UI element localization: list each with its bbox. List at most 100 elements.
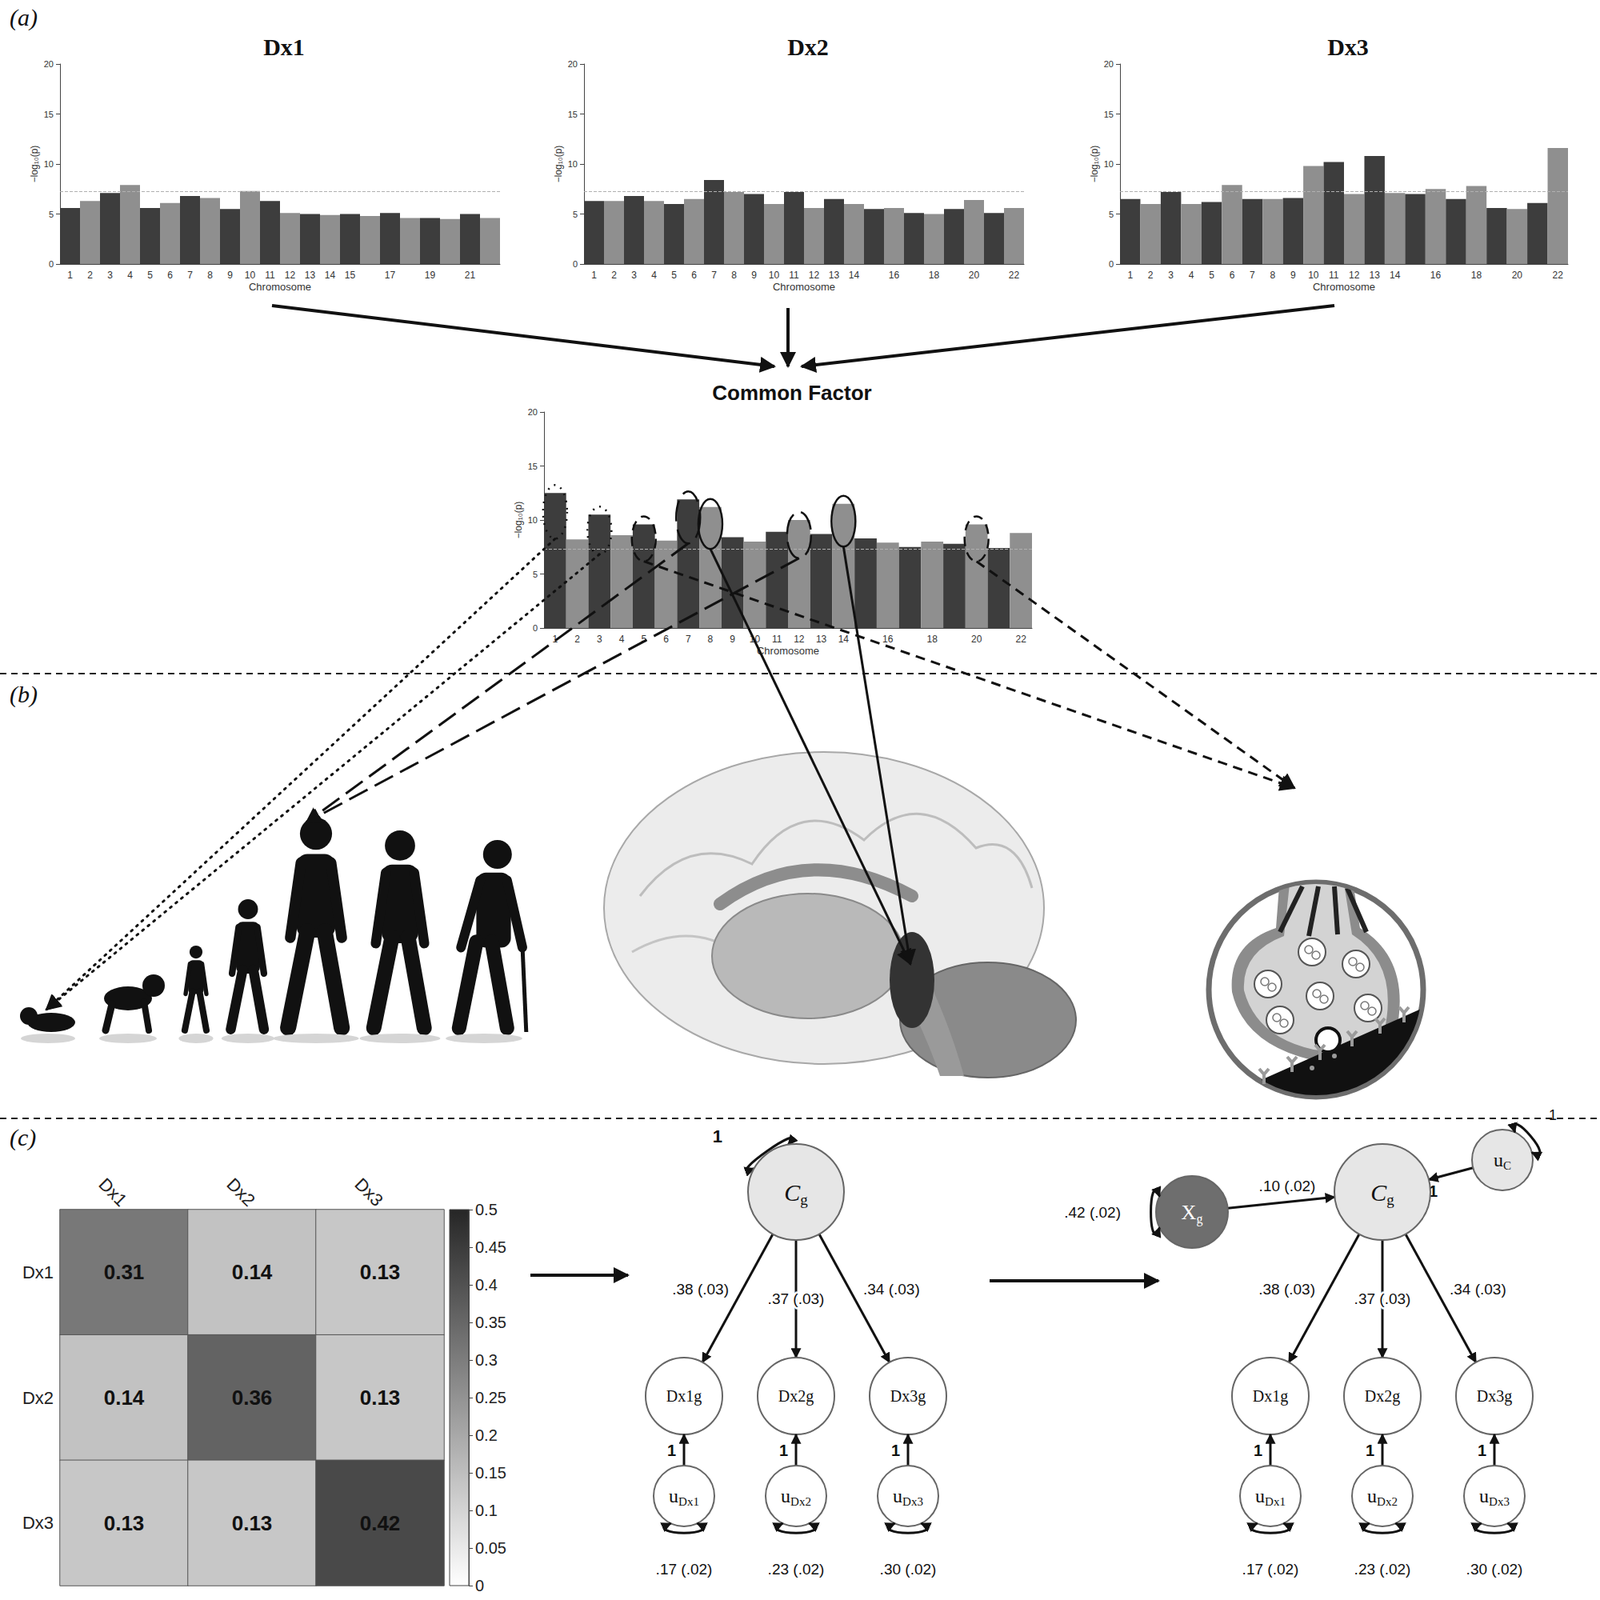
svg-text:9: 9: [227, 269, 233, 281]
svg-text:1: 1: [667, 1441, 676, 1460]
svg-text:.23 (.02): .23 (.02): [1354, 1560, 1412, 1578]
svg-text:0.42: 0.42: [360, 1511, 401, 1536]
svg-text:.34 (.03): .34 (.03): [1449, 1280, 1507, 1298]
svg-text:1: 1: [1253, 1441, 1263, 1460]
svg-text:uDx2: uDx2: [1367, 1485, 1398, 1508]
svg-text:15: 15: [1104, 109, 1114, 120]
svg-text:(a): (a): [9, 4, 38, 32]
svg-text:0.13: 0.13: [360, 1260, 401, 1284]
svg-text:Dx2: Dx2: [787, 33, 829, 60]
svg-text:10: 10: [1104, 159, 1114, 169]
svg-text:Dx3g: Dx3g: [1476, 1387, 1512, 1406]
svg-text:1: 1: [67, 269, 73, 281]
svg-text:5: 5: [572, 209, 578, 220]
svg-text:13: 13: [1369, 269, 1381, 281]
svg-text:0.3: 0.3: [475, 1351, 498, 1369]
svg-text:.17 (.02): .17 (.02): [1242, 1560, 1300, 1578]
svg-text:.37 (.03): .37 (.03): [768, 1290, 825, 1308]
svg-text:0: 0: [572, 259, 578, 269]
svg-text:15: 15: [528, 461, 538, 472]
svg-text:15: 15: [44, 109, 54, 120]
svg-text:16: 16: [1430, 269, 1442, 281]
svg-text:11: 11: [1328, 269, 1340, 281]
svg-text:22: 22: [1008, 269, 1020, 281]
svg-text:Cg: Cg: [1370, 1179, 1395, 1208]
svg-text:0.45: 0.45: [475, 1238, 507, 1256]
svg-text:−log₁₀(p): −log₁₀(p): [552, 145, 564, 184]
svg-text:4: 4: [619, 633, 625, 645]
svg-text:20: 20: [971, 633, 983, 645]
svg-text:0: 0: [1108, 259, 1114, 269]
svg-text:7: 7: [685, 633, 692, 645]
svg-text:9: 9: [729, 633, 736, 645]
svg-text:21: 21: [464, 269, 476, 281]
svg-text:7: 7: [1249, 269, 1256, 281]
svg-text:1: 1: [1428, 1182, 1438, 1200]
svg-text:10: 10: [44, 159, 54, 169]
svg-text:10: 10: [749, 633, 761, 645]
svg-text:0.35: 0.35: [475, 1313, 507, 1332]
svg-text:Chromosome: Chromosome: [1312, 280, 1376, 293]
svg-text:0.4: 0.4: [475, 1276, 498, 1294]
svg-text:13: 13: [816, 633, 828, 645]
svg-text:8: 8: [1270, 269, 1276, 281]
svg-text:0.36: 0.36: [232, 1385, 273, 1410]
svg-text:9: 9: [751, 269, 757, 281]
svg-text:.30 (.02): .30 (.02): [1466, 1560, 1524, 1578]
svg-text:16: 16: [882, 633, 894, 645]
svg-text:Dx1: Dx1: [263, 33, 305, 60]
svg-text:6: 6: [1229, 269, 1236, 281]
svg-text:8: 8: [708, 633, 714, 645]
svg-text:2: 2: [1148, 269, 1154, 281]
svg-text:.17 (.02): .17 (.02): [656, 1560, 713, 1578]
svg-text:1: 1: [591, 269, 597, 281]
svg-text:.38 (.03): .38 (.03): [672, 1280, 729, 1298]
svg-text:12: 12: [808, 269, 820, 281]
svg-text:15: 15: [344, 269, 356, 281]
svg-text:1: 1: [552, 633, 559, 645]
svg-text:0.14: 0.14: [232, 1260, 273, 1284]
svg-text:uDx2: uDx2: [780, 1485, 812, 1508]
svg-text:Dx3: Dx3: [351, 1174, 388, 1211]
svg-text:1: 1: [1477, 1441, 1487, 1460]
svg-text:17: 17: [384, 269, 396, 281]
svg-text:9: 9: [1290, 269, 1296, 281]
svg-text:−log₁₀(p): −log₁₀(p): [512, 501, 524, 540]
svg-text:10: 10: [528, 515, 538, 525]
svg-text:7: 7: [187, 269, 193, 281]
svg-text:5: 5: [671, 269, 677, 281]
svg-text:0.31: 0.31: [104, 1260, 145, 1284]
svg-text:1: 1: [1548, 1107, 1557, 1124]
svg-text:14: 14: [324, 269, 336, 281]
svg-text:4: 4: [651, 269, 657, 281]
svg-text:Dx1g: Dx1g: [1252, 1387, 1288, 1406]
svg-text:1: 1: [712, 1126, 723, 1147]
svg-text:22: 22: [1015, 633, 1027, 645]
svg-text:8: 8: [207, 269, 213, 281]
svg-text:2: 2: [574, 633, 580, 645]
svg-text:18: 18: [1471, 269, 1483, 281]
svg-text:0.1: 0.1: [475, 1501, 498, 1520]
svg-text:20: 20: [568, 59, 578, 69]
svg-text:0.13: 0.13: [360, 1385, 401, 1410]
svg-text:5: 5: [1108, 209, 1114, 220]
svg-text:Chromosome: Chromosome: [772, 280, 836, 293]
svg-text:Dx2g: Dx2g: [778, 1387, 814, 1406]
svg-text:0.2: 0.2: [475, 1426, 498, 1444]
svg-text:uDx1: uDx1: [668, 1485, 700, 1508]
svg-text:10: 10: [568, 159, 578, 169]
svg-text:uDx1: uDx1: [1255, 1485, 1286, 1508]
svg-text:18: 18: [927, 633, 939, 645]
svg-text:19: 19: [424, 269, 436, 281]
svg-text:0: 0: [475, 1576, 484, 1595]
svg-text:.37 (.03): .37 (.03): [1354, 1290, 1412, 1308]
svg-text:5: 5: [48, 209, 54, 220]
svg-text:Dx1g: Dx1g: [666, 1387, 702, 1406]
svg-text:11: 11: [788, 269, 800, 281]
svg-text:1: 1: [1127, 269, 1133, 281]
svg-text:1: 1: [1365, 1441, 1375, 1460]
svg-text:11: 11: [264, 269, 276, 281]
svg-text:0.13: 0.13: [104, 1511, 145, 1536]
svg-text:14: 14: [1389, 269, 1401, 281]
svg-text:20: 20: [1104, 59, 1114, 69]
